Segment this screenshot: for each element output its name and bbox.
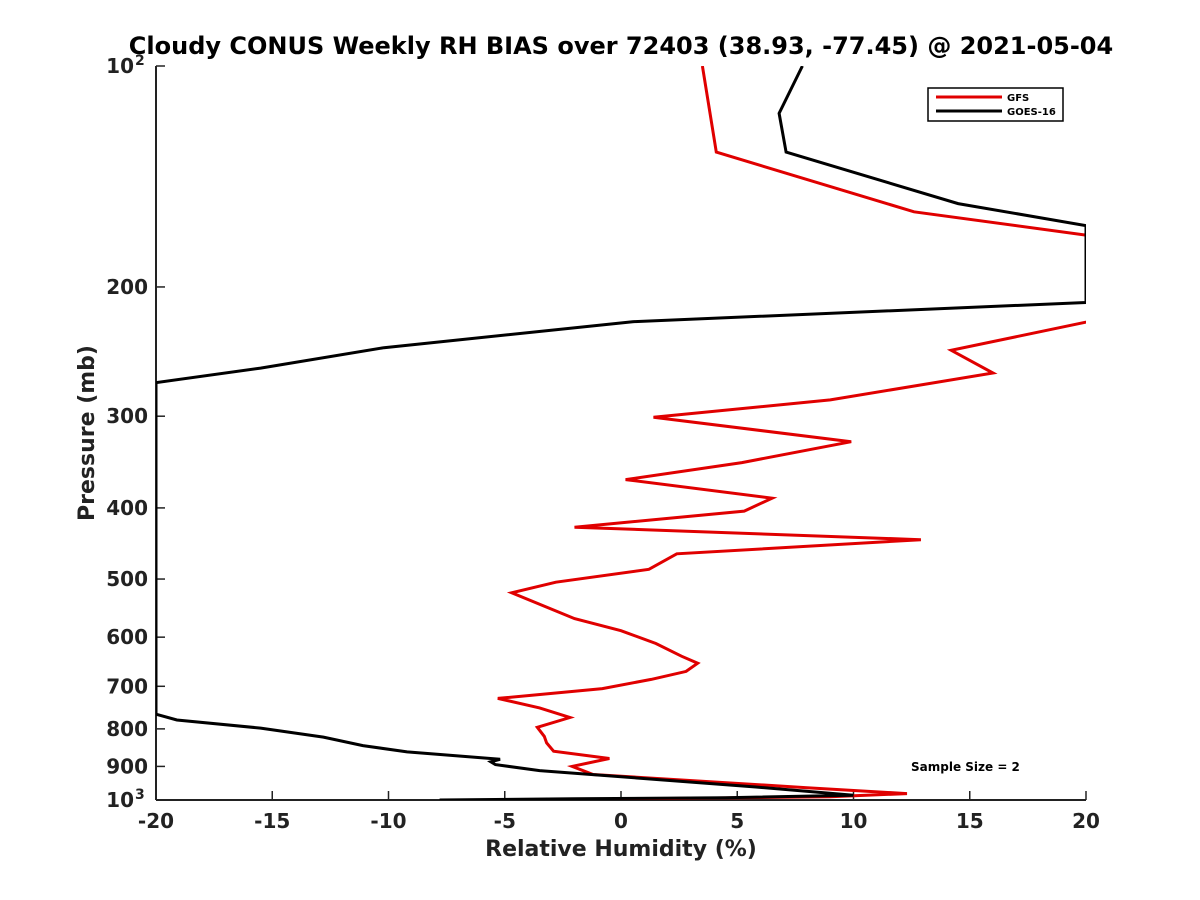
plot-area xyxy=(156,66,1086,800)
series-line-goes-16 xyxy=(156,66,1086,800)
y-tick-exponent: 3 xyxy=(135,787,145,803)
y-tick-label: 900 xyxy=(106,754,148,778)
y-tick-exponent: 2 xyxy=(135,53,145,69)
x-tick-label: 15 xyxy=(956,809,984,833)
x-tick-label: 0 xyxy=(614,809,628,833)
legend: GFS GOES-16 xyxy=(927,87,1064,122)
x-tick-label: 5 xyxy=(730,809,744,833)
chart-title: Cloudy CONUS Weekly RH BIAS over 72403 (… xyxy=(129,32,1113,60)
legend-label-goes-16: GOES-16 xyxy=(1007,107,1056,118)
y-tick-label: 10 xyxy=(106,788,134,812)
x-tick-label: -10 xyxy=(370,809,406,833)
y-tick-label: 500 xyxy=(106,567,148,591)
y-tick-label: 200 xyxy=(106,275,148,299)
x-tick-label: 20 xyxy=(1072,809,1100,833)
legend-label-gfs: GFS xyxy=(1007,93,1029,104)
y-tick-label: 800 xyxy=(106,717,148,741)
x-tick-label: 10 xyxy=(840,809,868,833)
y-tick-label: 300 xyxy=(106,404,148,428)
sample-size-annotation: Sample Size = 2 xyxy=(911,760,1020,774)
y-tick-label: 600 xyxy=(106,625,148,649)
y-tick-label: 700 xyxy=(106,674,148,698)
legend-box xyxy=(927,87,1064,122)
series-line-gfs xyxy=(497,66,1086,800)
y-tick-label: 10 xyxy=(106,54,134,78)
x-tick-label: -5 xyxy=(494,809,516,833)
y-tick-label: 400 xyxy=(106,496,148,520)
x-axis-label: Relative Humidity (%) xyxy=(485,837,757,862)
y-axis-label: Pressure (mb) xyxy=(75,345,100,521)
x-tick-label: -20 xyxy=(138,809,174,833)
x-tick-label: -15 xyxy=(254,809,290,833)
